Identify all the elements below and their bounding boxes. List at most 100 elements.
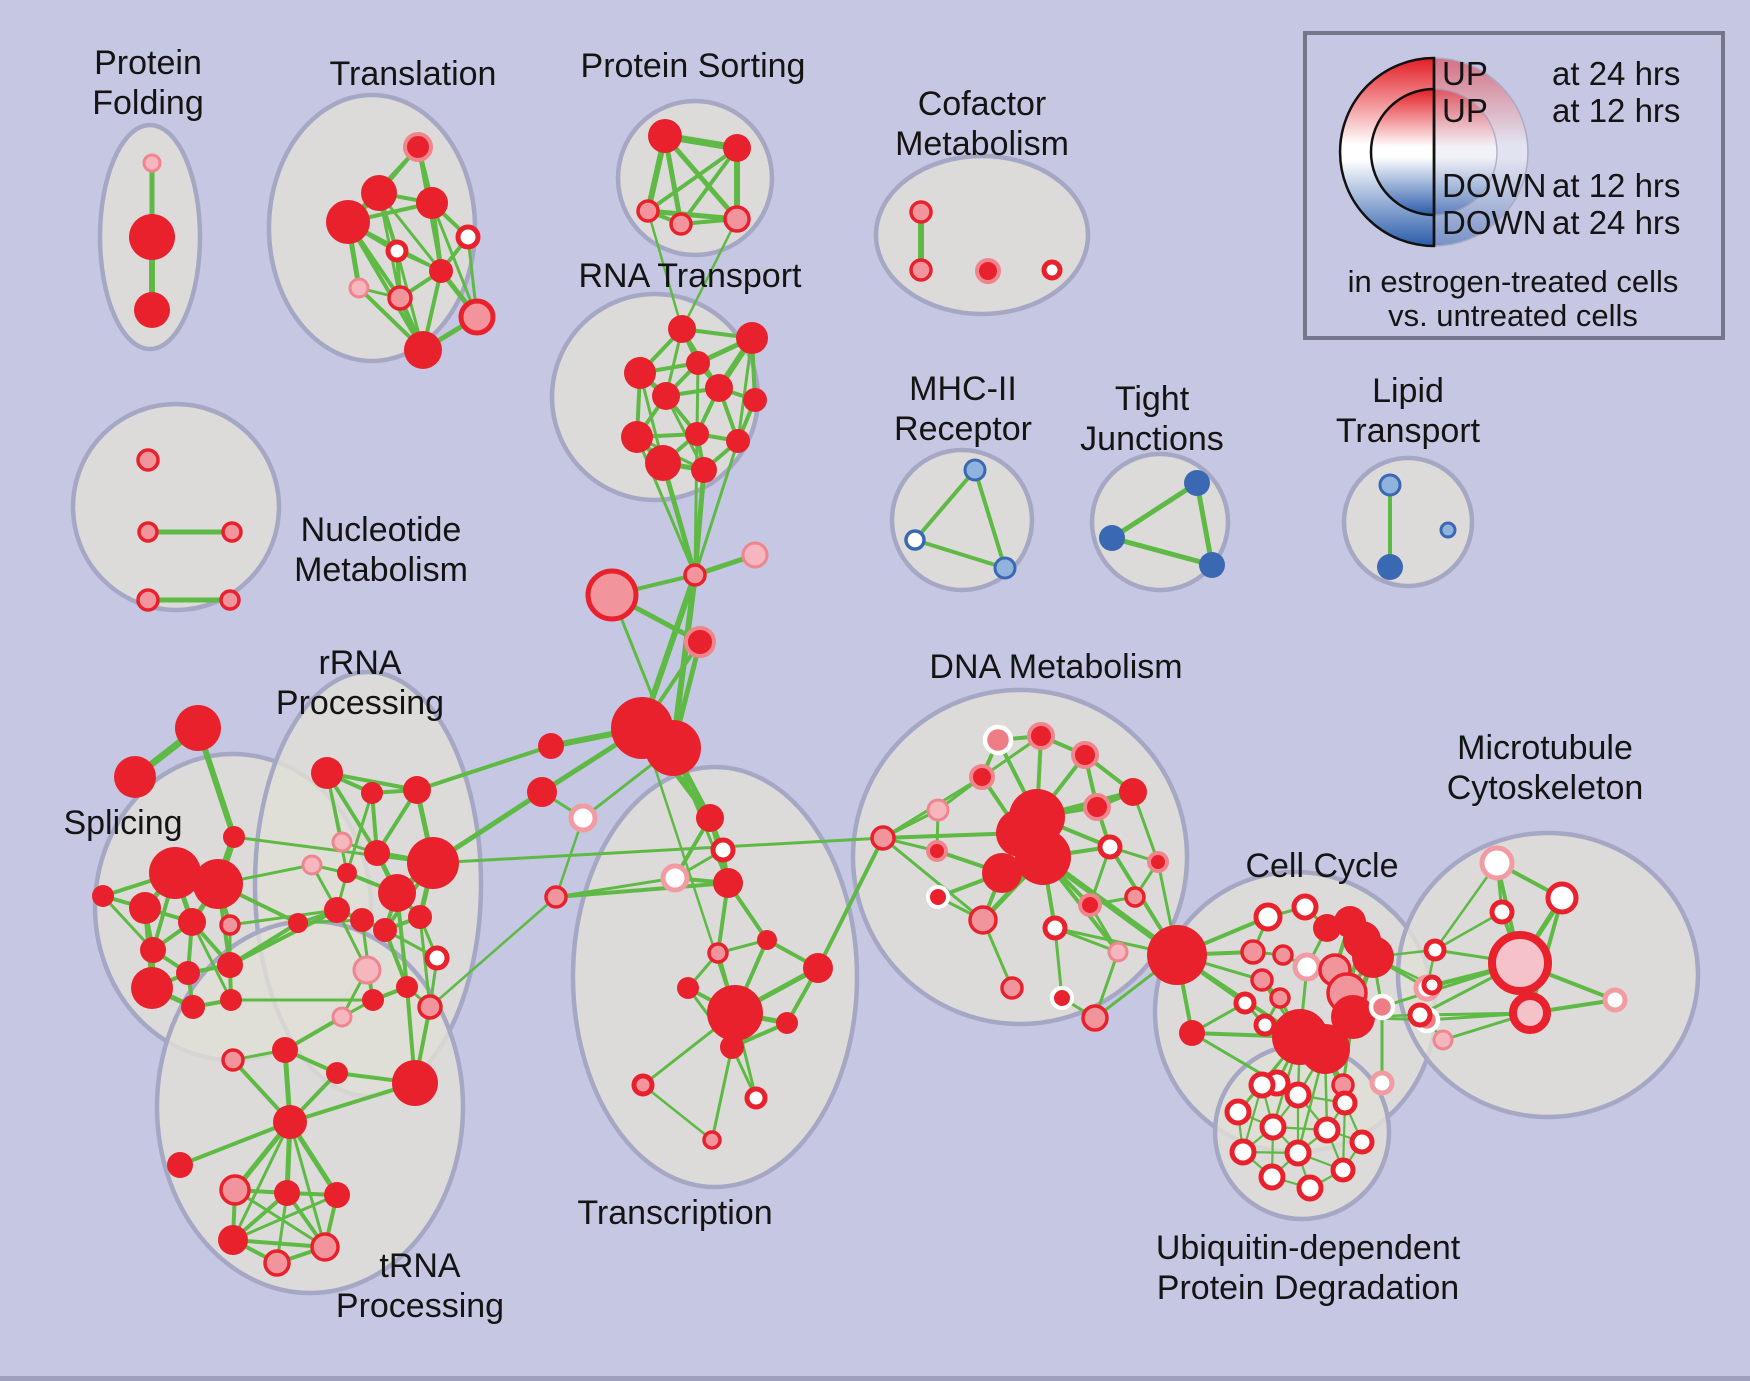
network-node-m3 bbox=[1489, 899, 1515, 925]
network-edge bbox=[680, 217, 739, 331]
network-node-u10 bbox=[1258, 1163, 1286, 1191]
network-node-rt11 bbox=[645, 445, 681, 481]
network-node-u12 bbox=[1296, 1174, 1324, 1202]
cluster-ellipse-translation bbox=[266, 92, 478, 364]
network-edge bbox=[646, 209, 684, 331]
network-node-tri bbox=[167, 1152, 193, 1178]
network-node-r2 bbox=[361, 782, 383, 804]
network-node-x6 bbox=[757, 930, 777, 950]
network-node-u4 bbox=[1224, 1098, 1252, 1126]
network-edge bbox=[178, 1120, 292, 1167]
network-node-d12 bbox=[926, 885, 950, 909]
network-edge bbox=[692, 467, 707, 578]
cluster-label-protein-folding: Folding bbox=[92, 84, 204, 122]
legend-time-label: at 12 hrs bbox=[1552, 92, 1680, 129]
network-node-trh bbox=[273, 1105, 307, 1139]
network-node-rt1 bbox=[668, 315, 696, 343]
network-node-t6 bbox=[385, 239, 409, 263]
network-node-cc0 bbox=[1179, 1020, 1205, 1046]
network-node-cf4 bbox=[1041, 259, 1063, 281]
cluster-label-rrna-processing: rRNA bbox=[318, 644, 401, 682]
network-node-k12 bbox=[1269, 987, 1291, 1009]
network-node-sp11 bbox=[217, 952, 243, 978]
network-node-c3 bbox=[585, 568, 639, 622]
cluster-label-transcription: Transcription bbox=[577, 1194, 772, 1232]
network-node-x13 bbox=[631, 1073, 655, 1097]
network-edge bbox=[228, 908, 339, 967]
network-node-h3 bbox=[324, 1182, 350, 1208]
network-node-sp9 bbox=[131, 967, 173, 1009]
network-node-m2 bbox=[1545, 881, 1579, 915]
network-node-d22 bbox=[1000, 976, 1024, 1000]
network-node-x8 bbox=[677, 977, 699, 999]
network-edge bbox=[231, 1120, 292, 1242]
network-edge bbox=[679, 146, 739, 226]
network-edge bbox=[1109, 480, 1200, 541]
network-node-r4 bbox=[331, 831, 353, 853]
network-node-m9 bbox=[1602, 987, 1628, 1013]
network-node-rt4 bbox=[686, 351, 710, 375]
network-node-t11 bbox=[404, 331, 442, 369]
network-node-u7 bbox=[1349, 1129, 1375, 1155]
network-node-c5 bbox=[538, 733, 564, 759]
cluster-ellipse-mhc-ii-receptor bbox=[889, 447, 1035, 593]
network-edge bbox=[430, 201, 479, 319]
network-node-n3 bbox=[221, 521, 243, 543]
network-node-ps5 bbox=[723, 205, 751, 233]
legend-ring-inner-right bbox=[1433, 88, 1498, 216]
network-node-rt5 bbox=[652, 382, 680, 410]
network-node-u1 bbox=[1248, 1071, 1276, 1099]
network-node-ccb bbox=[1147, 925, 1207, 985]
cluster-label-lipid-transport: Transport bbox=[1336, 412, 1481, 450]
cluster-label-cofactor-metabolism: Metabolism bbox=[895, 125, 1069, 163]
cluster-label-tight-junctions: Tight bbox=[1115, 380, 1190, 418]
network-node-ta bbox=[175, 705, 221, 751]
network-node-r22 bbox=[326, 1062, 348, 1084]
network-node-h2 bbox=[274, 1180, 300, 1206]
cluster-layer bbox=[70, 92, 1701, 1296]
network-node-c6 bbox=[527, 777, 557, 807]
network-node-ps4 bbox=[669, 212, 693, 236]
network-node-sp6 bbox=[219, 914, 241, 936]
network-node-k23 bbox=[1369, 1070, 1395, 1096]
network-node-t5 bbox=[455, 224, 481, 250]
network-node-tb bbox=[114, 756, 156, 798]
network-node-cf2 bbox=[909, 258, 933, 282]
legend-ring-inner-left bbox=[1369, 87, 1436, 217]
network-node-k2 bbox=[1291, 893, 1319, 921]
network-node-d1 bbox=[982, 724, 1014, 756]
network-node-cf1 bbox=[909, 200, 933, 224]
network-node-c7 bbox=[568, 803, 598, 833]
network-node-d7 bbox=[1083, 793, 1111, 821]
cluster-ellipse-lipid-transport bbox=[1341, 455, 1475, 589]
network-node-k3 bbox=[1313, 914, 1341, 942]
cluster-label-dna-metabolism: DNA Metabolism bbox=[929, 648, 1182, 686]
network-node-m5 bbox=[1488, 931, 1552, 995]
network-node-k7 bbox=[1240, 939, 1266, 965]
network-node-rt7 bbox=[743, 388, 767, 412]
network-node-pf1 bbox=[142, 153, 162, 173]
network-edge bbox=[231, 1193, 339, 1242]
network-node-rt9 bbox=[685, 422, 709, 446]
network-node-dh3 bbox=[1015, 829, 1071, 885]
network-node-x14 bbox=[702, 1130, 722, 1150]
network-edge bbox=[645, 208, 740, 222]
network-edge bbox=[231, 1238, 327, 1249]
network-edge bbox=[670, 572, 698, 751]
network-node-rt3 bbox=[624, 357, 656, 389]
network-node-r11 bbox=[350, 908, 374, 932]
network-node-t10 bbox=[458, 298, 496, 336]
legend-time-label: at 24 hrs bbox=[1552, 55, 1680, 92]
cluster-label-mhc-ii-receptor: MHC-II bbox=[909, 370, 1017, 408]
network-node-d2 bbox=[1027, 722, 1055, 750]
legend-note: vs. untreated cells bbox=[1388, 298, 1638, 333]
network-node-d16 bbox=[1124, 886, 1146, 908]
network-node-h5 bbox=[310, 1232, 340, 1262]
network-node-t4 bbox=[326, 200, 370, 244]
network-node-ps1 bbox=[648, 119, 682, 153]
cluster-label-rna-transport: RNA Transport bbox=[579, 257, 803, 295]
network-node-r10 bbox=[324, 897, 350, 923]
network-node-r1 bbox=[311, 757, 343, 789]
network-node-t9 bbox=[387, 285, 413, 311]
